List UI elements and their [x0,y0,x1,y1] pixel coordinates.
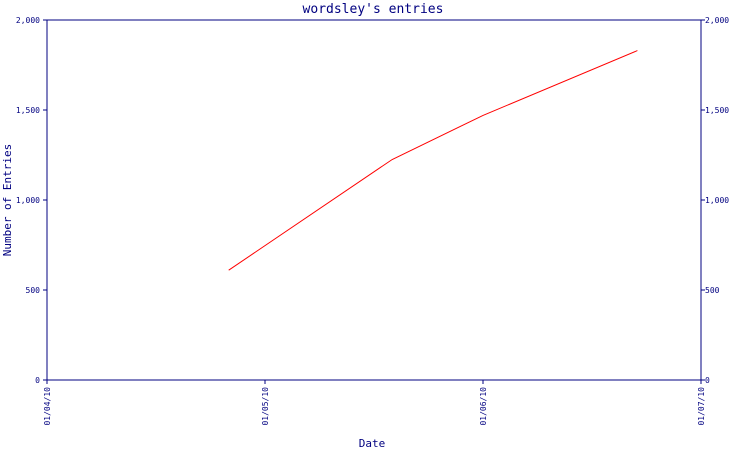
y-tick-label-right: 0 [705,376,710,385]
series-layer [228,50,638,271]
x-axis-label: Date [359,437,386,450]
y-tick-label-left: 2,000 [16,16,40,25]
y-axis-label: Number of Entries [1,144,14,257]
series-line [228,50,638,271]
y-tick-label-left: 1,500 [16,106,40,115]
y-tick-label-left: 0 [35,376,40,385]
x-tick-label: 01/07/10 [697,387,706,426]
plot-area-border [46,19,702,381]
x-tick-label: 01/04/10 [43,387,52,426]
y-axis-left: 0 500 1,000 1,500 2,000 [16,16,47,385]
y-tick-label-left: 1,000 [16,196,40,205]
x-axis: 01/04/10 01/05/10 01/06/10 01/07/10 [43,380,706,426]
chart-title: wordsley's entries [303,2,444,17]
y-tick-label-left: 500 [26,286,41,295]
y-tick-label-right: 2,000 [705,16,729,25]
y-axis-right: 0 500 1,000 1,500 2,000 [701,16,729,385]
x-tick-label: 01/06/10 [479,387,488,426]
x-tick-label: 01/05/10 [261,387,270,426]
y-tick-label-right: 1,000 [705,196,729,205]
y-tick-label-right: 1,500 [705,106,729,115]
y-tick-label-right: 500 [705,286,720,295]
plot-frame [46,19,702,381]
